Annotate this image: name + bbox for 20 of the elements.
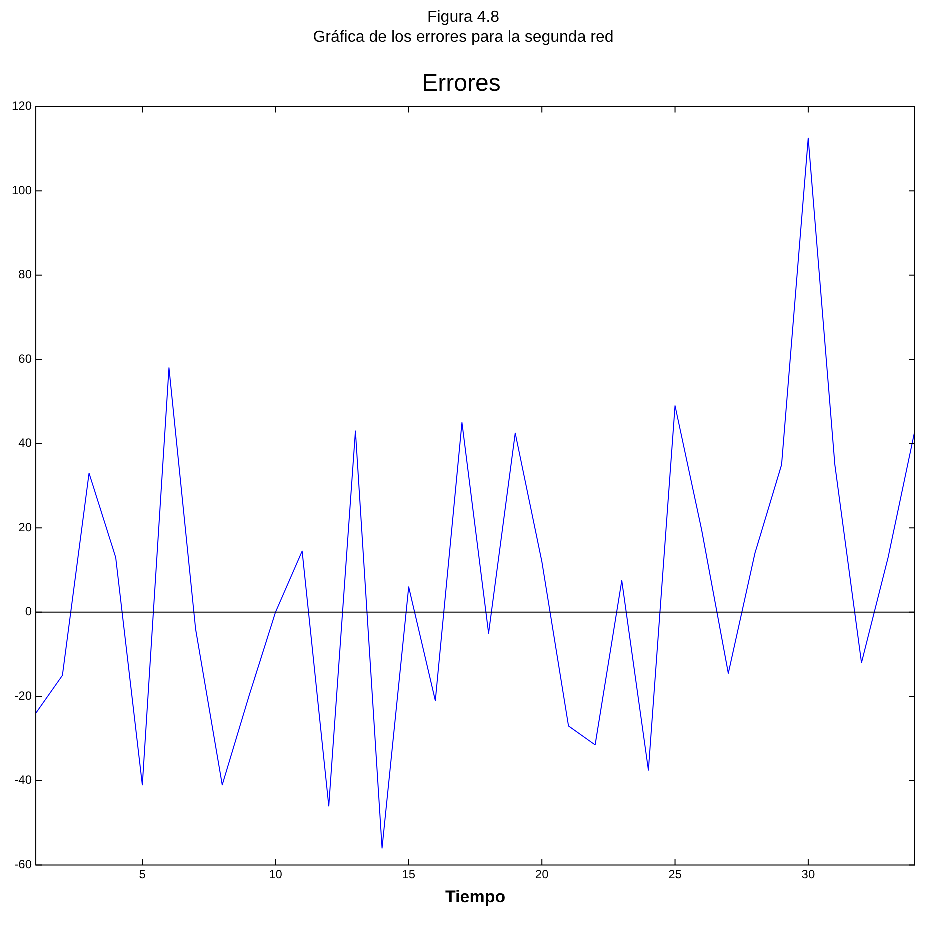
x-tick-label: 25	[668, 868, 682, 882]
x-tick-label: 30	[802, 868, 816, 882]
x-tick-label: 10	[269, 868, 283, 882]
y-tick-label: -40	[14, 773, 32, 788]
y-tick-label: 0	[25, 604, 32, 619]
chart-title: Errores	[422, 70, 501, 98]
y-tick-label: -60	[14, 858, 32, 872]
y-tick-label: 40	[18, 436, 32, 450]
text: Gráfica de los errores para la segunda red	[312, 28, 615, 48]
text: Figura 4.8	[426, 8, 501, 28]
y-tick-label: 20	[18, 520, 32, 534]
y-tick-label: 120	[12, 99, 32, 114]
y-tick-label: 60	[18, 352, 32, 366]
x-tick-label: 20	[535, 868, 550, 882]
x-tick-label: 5	[139, 868, 146, 882]
y-tick-label: 80	[18, 268, 32, 282]
x-tick-label: 15	[402, 868, 416, 882]
y-tick-label: -20	[14, 688, 32, 703]
y-tick-label: 100	[12, 183, 32, 198]
x-axis-title: Tiempo	[445, 887, 506, 906]
